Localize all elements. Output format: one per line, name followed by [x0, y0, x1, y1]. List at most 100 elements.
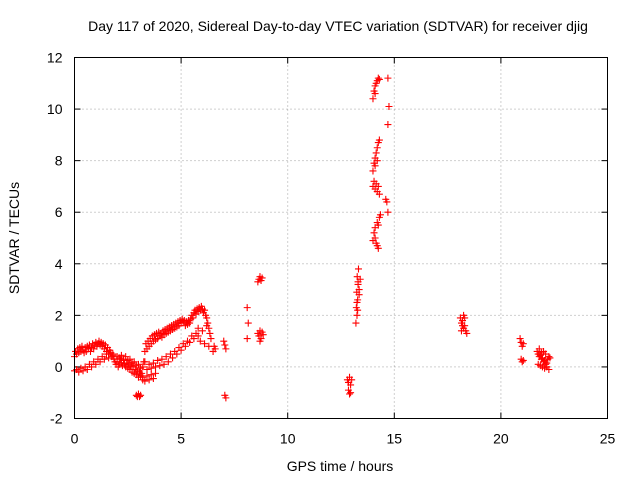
- y-tick-label: 10: [47, 101, 63, 117]
- data-point: [203, 314, 211, 322]
- data-point: [149, 359, 157, 367]
- x-tick-label: 5: [177, 431, 185, 447]
- data-point: [141, 377, 149, 385]
- data-point: [518, 358, 526, 366]
- data-point: [382, 195, 390, 203]
- data-point: [158, 355, 166, 363]
- data-point: [384, 208, 392, 216]
- data-point: [138, 369, 146, 377]
- data-point: [375, 136, 383, 144]
- data-point: [256, 337, 264, 345]
- x-tick-label: 15: [387, 431, 403, 447]
- data-point: [375, 75, 383, 83]
- data-point: [102, 350, 110, 358]
- y-tick-label: 12: [47, 50, 63, 66]
- data-point: [189, 314, 197, 322]
- data-point: [139, 363, 147, 371]
- data-point: [190, 335, 198, 343]
- data-point: [370, 229, 378, 237]
- data-point: [100, 355, 108, 363]
- data-point: [460, 311, 468, 319]
- data-point: [347, 381, 355, 389]
- data-point: [162, 353, 170, 361]
- data-point: [463, 329, 471, 337]
- data-point: [143, 366, 151, 374]
- data-point: [143, 372, 151, 380]
- data-point: [352, 319, 360, 327]
- data-point: [194, 332, 202, 340]
- data-point: [535, 345, 543, 353]
- x-axis-label: GPS time / hours: [287, 458, 394, 474]
- data-point: [177, 346, 185, 354]
- data-point: [201, 340, 209, 348]
- data-point: [347, 389, 355, 397]
- data-point: [371, 234, 379, 242]
- data-point: [206, 329, 214, 337]
- data-point: [203, 322, 211, 330]
- data-point: [186, 319, 194, 327]
- data-point: [134, 360, 142, 368]
- data-point: [160, 360, 168, 368]
- data-point: [519, 340, 527, 348]
- data-point: [356, 275, 364, 283]
- data-point: [169, 354, 177, 362]
- data-point: [145, 376, 153, 384]
- data-point: [384, 121, 392, 129]
- data-point: [374, 244, 382, 252]
- data-point: [373, 144, 381, 152]
- data-point: [92, 360, 100, 368]
- data-point: [221, 341, 229, 349]
- data-point: [346, 390, 354, 398]
- data-point: [385, 102, 393, 110]
- data-point: [207, 335, 215, 343]
- chart-title: Day 117 of 2020, Sidereal Day-to-day VTE…: [88, 18, 588, 34]
- data-point: [173, 350, 181, 358]
- data-point: [258, 274, 266, 282]
- data-point: [542, 350, 550, 358]
- data-point: [222, 394, 230, 402]
- data-point: [181, 342, 189, 350]
- data-point: [374, 182, 382, 190]
- data-point: [243, 304, 251, 312]
- x-tick-label: 20: [493, 431, 509, 447]
- data-point: [244, 319, 252, 327]
- data-point: [376, 211, 384, 219]
- data-point: [374, 74, 382, 82]
- y-tick-label: 0: [55, 359, 63, 375]
- data-point: [79, 367, 87, 375]
- data-point: [222, 345, 230, 353]
- data-point: [457, 327, 465, 335]
- data-point: [375, 190, 383, 198]
- data-point: [164, 358, 172, 366]
- data-point: [372, 149, 380, 157]
- x-tick-label: 25: [600, 431, 616, 447]
- data-point: [211, 345, 219, 353]
- data-point: [371, 162, 379, 170]
- grid-lines: [74, 57, 608, 419]
- data-point: [243, 335, 251, 343]
- x-tick-label: 10: [280, 431, 296, 447]
- data-point: [83, 366, 91, 374]
- data-point: [130, 358, 138, 366]
- data-point: [371, 90, 379, 98]
- data-point: [369, 167, 377, 175]
- data-point: [152, 363, 160, 371]
- data-point: [384, 74, 392, 82]
- plot-frame: [74, 57, 608, 419]
- data-points: [71, 74, 554, 402]
- data-point: [186, 338, 194, 346]
- data-point: [122, 353, 130, 361]
- data-point: [75, 368, 83, 376]
- data-point: [545, 366, 553, 374]
- data-point: [354, 265, 362, 273]
- data-point: [126, 355, 134, 363]
- y-tick-label: -2: [50, 411, 63, 427]
- data-point: [152, 369, 160, 377]
- data-point: [259, 331, 267, 339]
- data-point: [147, 364, 155, 372]
- data-point: [166, 350, 174, 358]
- data-point: [147, 371, 155, 379]
- data-point: [519, 356, 527, 364]
- data-point: [145, 360, 153, 368]
